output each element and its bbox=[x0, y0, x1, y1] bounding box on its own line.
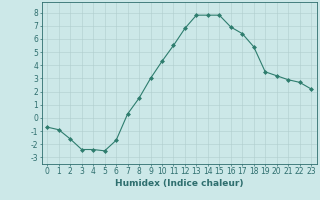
X-axis label: Humidex (Indice chaleur): Humidex (Indice chaleur) bbox=[115, 179, 244, 188]
